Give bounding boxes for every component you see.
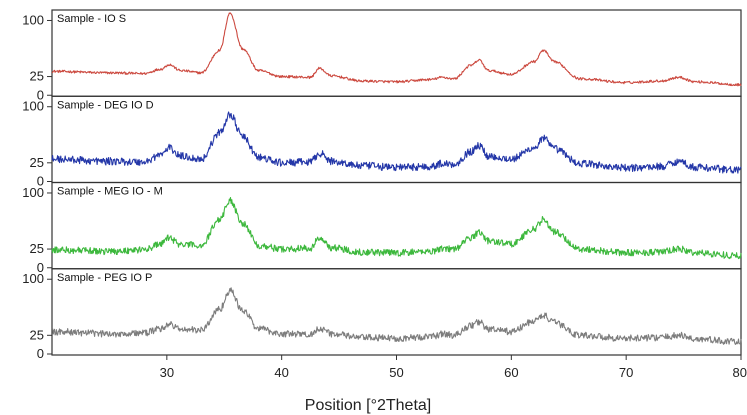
series-label: Sample - IO S bbox=[57, 13, 126, 25]
y-tick-label: 0 bbox=[37, 87, 44, 102]
x-tick-label: 50 bbox=[389, 365, 403, 380]
series-label: Sample - PEG IO P bbox=[57, 272, 152, 284]
y-tick-label: 100 bbox=[22, 271, 44, 286]
panel-3: 0 25 100 Sample - MEG IO - M bbox=[22, 181, 742, 275]
x-tick-label: 40 bbox=[274, 365, 288, 380]
x-tick-label: 60 bbox=[504, 365, 518, 380]
series-line bbox=[51, 287, 742, 345]
x-tick-label: 70 bbox=[619, 365, 633, 380]
y-tick-label: 100 bbox=[22, 99, 44, 114]
series-line bbox=[51, 111, 742, 174]
x-tick-label: 30 bbox=[160, 365, 174, 380]
x-axis-title: Position [°2Theta] bbox=[305, 397, 431, 414]
y-tick-label: 25 bbox=[30, 155, 44, 170]
y-tick-label: 25 bbox=[30, 241, 44, 256]
y-tick-label: 25 bbox=[30, 69, 44, 84]
series-line bbox=[52, 12, 742, 87]
y-tick-label: 25 bbox=[30, 327, 44, 342]
y-tick-label: 0 bbox=[37, 346, 44, 361]
series-label: Sample - MEG IO - M bbox=[57, 186, 163, 198]
panel-frame bbox=[51, 268, 742, 356]
series-line bbox=[51, 196, 742, 260]
y-tick-label: 100 bbox=[22, 12, 44, 27]
x-axis: 30 40 50 60 70 80 bbox=[160, 355, 747, 380]
x-tick-label: 80 bbox=[733, 365, 747, 380]
panel-4: 0 25 100 Sample - PEG IO P bbox=[22, 268, 742, 361]
panel-2: 0 25 100 Sample - DEG IO D bbox=[22, 95, 742, 189]
panels-layer: 0 25 100 Sample - IO S 0 25 100 Sample - DEG IO… bbox=[22, 9, 742, 361]
y-tick-label: 0 bbox=[37, 174, 44, 189]
y-tick-label: 0 bbox=[37, 260, 44, 275]
series-label: Sample - DEG IO D bbox=[57, 99, 154, 111]
panel-1: 0 25 100 Sample - IO S bbox=[22, 9, 742, 102]
panel-frame bbox=[51, 9, 742, 97]
y-tick-label: 100 bbox=[22, 185, 44, 200]
